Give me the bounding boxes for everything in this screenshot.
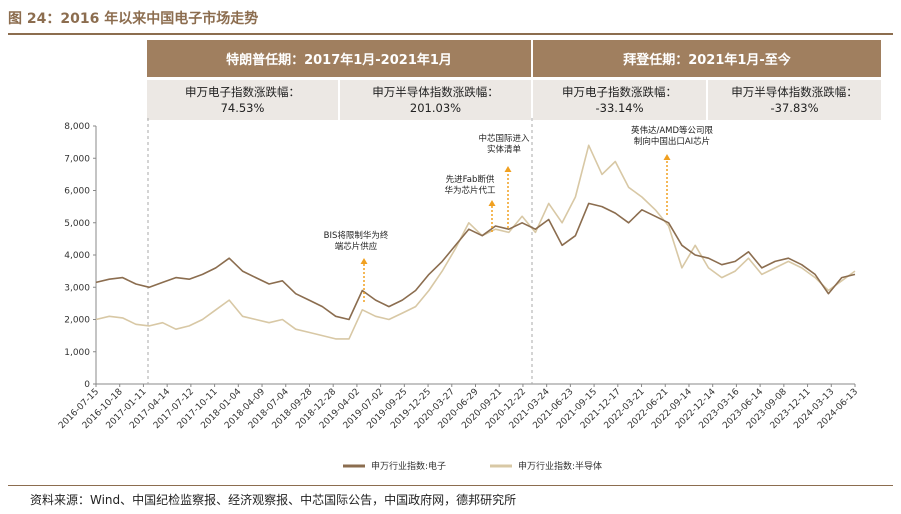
annotation-text: 中芯国际进入: [478, 133, 530, 144]
period-biden-header: 拜登任期：2021年1月-至今: [533, 40, 881, 77]
annotation-text: 英伟达/AMD等公司限: [631, 125, 714, 136]
annotation-text: 实体清单: [487, 144, 522, 155]
legend-electronics-label: 申万行业指数:电子: [371, 460, 446, 472]
annotation-arrow-head: [663, 154, 671, 160]
metric-value: 201.03%: [409, 101, 462, 115]
metric-label: 申万半导体指数涨跌幅：: [372, 85, 499, 99]
annotation-arrow-head: [488, 200, 496, 206]
y-tick-label: 0: [84, 380, 90, 390]
annotation-arrow-head: [360, 258, 368, 264]
y-tick-label: 4,000: [64, 251, 90, 261]
metric-semiconductor-trump: 申万半导体指数涨跌幅： 201.03%: [340, 80, 531, 120]
annotation-text: 先进Fab断供: [446, 174, 495, 185]
y-tick-label: 7,000: [64, 154, 90, 164]
y-tick-label: 2,000: [64, 316, 90, 326]
market-trend-chart: 0 1,000 2,000 3,000 4,000 5,000 6,000 7,000 8,00…: [57, 118, 860, 472]
series-line-semiconductor: [95, 144, 856, 340]
annotation-text: 华为芯片代工: [444, 185, 496, 196]
period-trump-header: 特朗普任期：2017年1月-2021年1月: [147, 40, 531, 77]
y-tick-label: 3,000: [64, 283, 90, 293]
source-note: 资料来源：Wind、中国纪检监察报、经济观察报、中芯国际公告，中国政府网，德邦研…: [30, 493, 517, 507]
page-title: 图 24：2016 年以来中国电子市场走势: [8, 11, 259, 27]
title-divider: [8, 33, 893, 35]
metric-value: 74.53%: [220, 101, 265, 115]
metric-electronics-biden: 申万电子指数涨跌幅： -33.14%: [533, 80, 706, 120]
annotation-text: BIS将限制华为终: [324, 230, 389, 241]
metric-electronics-trump: 申万电子指数涨跌幅： 74.53%: [147, 80, 338, 120]
metric-label: 申万电子指数涨跌幅：: [185, 85, 300, 99]
y-tick-label: 5,000: [64, 219, 90, 229]
annotation-text: 端芯片供应: [335, 241, 378, 252]
footer-divider: [8, 485, 893, 486]
y-tick-label: 1,000: [64, 348, 90, 358]
metric-value: -37.83%: [770, 101, 819, 115]
metric-value: -33.14%: [595, 101, 644, 115]
metric-label: 申万半导体指数涨跌幅：: [731, 85, 858, 99]
annotation-text: 制向中国出口AI芯片: [634, 136, 710, 147]
metric-semiconductor-biden: 申万半导体指数涨跌幅： -37.83%: [708, 80, 881, 120]
metric-label: 申万电子指数涨跌幅：: [562, 85, 677, 99]
legend-semiconductor-label: 申万行业指数:半导体: [518, 460, 602, 472]
series-line-electronics: [95, 202, 856, 321]
annotation-arrow-head: [504, 166, 512, 172]
y-tick-label: 6,000: [64, 187, 90, 197]
y-tick-label: 8,000: [64, 122, 90, 132]
